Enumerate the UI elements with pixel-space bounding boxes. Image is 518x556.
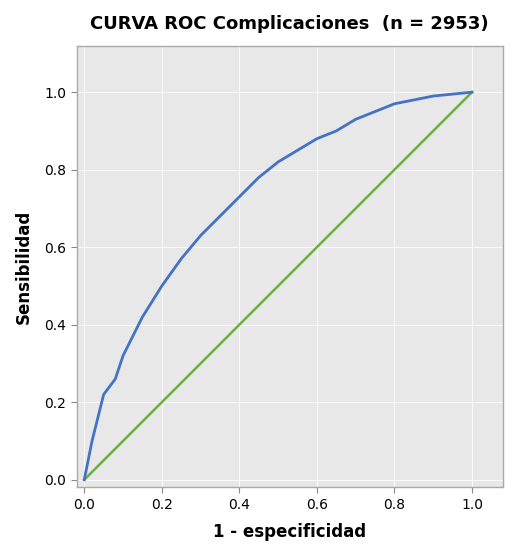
Y-axis label: Sensibilidad: Sensibilidad	[15, 210, 33, 324]
Title: CURVA ROC Complicaciones  (n = 2953): CURVA ROC Complicaciones (n = 2953)	[91, 15, 489, 33]
X-axis label: 1 - especificidad: 1 - especificidad	[213, 523, 366, 541]
